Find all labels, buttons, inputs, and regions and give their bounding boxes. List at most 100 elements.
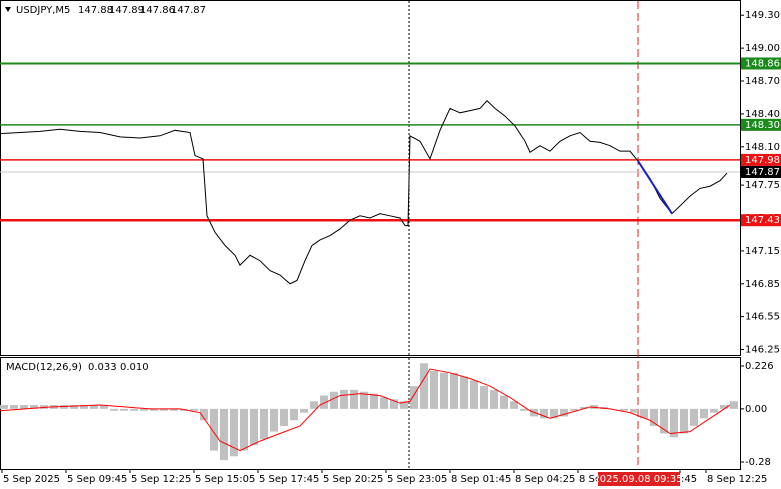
macd-bar <box>380 397 388 409</box>
y-tick-label: 149.30 <box>745 10 780 21</box>
signal-line <box>0 368 731 452</box>
macd-title: MACD(12,26,9) <box>6 362 82 373</box>
y-tick-label: -0.28 <box>745 457 771 468</box>
macd-bar <box>100 405 108 409</box>
level-label-box <box>741 57 781 70</box>
last-price-box <box>741 165 781 178</box>
macd-bar <box>260 408 268 440</box>
level-label-box <box>741 214 781 227</box>
macd-bar <box>160 408 168 411</box>
macd-bar <box>130 408 138 411</box>
macd-bar <box>360 391 368 409</box>
macd-bar <box>150 408 158 411</box>
crosshair-label: 2025.09.08 09:35 <box>593 474 682 485</box>
level-label: 148.86 <box>745 58 780 69</box>
macd-bar <box>420 363 428 409</box>
macd-bar <box>250 408 258 445</box>
level-label: 147.43 <box>745 215 780 226</box>
price-panel <box>0 0 741 356</box>
macd-bar <box>640 408 648 419</box>
macd-value: 0.010 <box>120 362 149 373</box>
macd-bar <box>390 399 398 409</box>
macd-bar <box>370 393 378 409</box>
macd-bar <box>720 405 728 409</box>
macd-bar <box>630 408 638 413</box>
macd-bar <box>310 401 318 409</box>
macd-bar <box>550 408 558 419</box>
macd-bar <box>570 408 578 411</box>
macd-bar <box>220 408 228 461</box>
macd-bar <box>470 380 478 409</box>
macd-bar <box>140 408 148 411</box>
price-line <box>637 160 673 215</box>
macd-bar <box>540 408 548 419</box>
macd-bar <box>200 408 208 421</box>
x-tick-label: 5 Sep 2025 <box>3 474 60 485</box>
price-line <box>0 100 728 285</box>
symbol-title: USDJPY,M5 <box>16 5 70 16</box>
macd-bar <box>0 405 8 409</box>
macd-bar <box>320 395 328 409</box>
y-tick-label: 146.55 <box>745 312 780 323</box>
crosshair-label-box <box>598 472 680 486</box>
macd-bar <box>650 408 658 426</box>
macd-bar <box>30 405 38 409</box>
macd-bar <box>560 408 568 417</box>
macd-bar <box>680 408 688 434</box>
ohlc-value: 147.89 <box>109 5 144 16</box>
macd-bar <box>290 408 298 421</box>
macd-bar <box>210 408 218 451</box>
macd-bar <box>460 376 468 409</box>
macd-bar <box>120 408 128 411</box>
y-tick-label: 0.226 <box>745 361 774 372</box>
macd-bar <box>110 408 118 411</box>
y-tick-label: 146.25 <box>745 345 780 356</box>
macd-bar <box>10 405 18 409</box>
macd-bar <box>190 408 198 411</box>
macd-bar <box>580 406 588 409</box>
macd-value: 0.033 <box>88 362 117 373</box>
y-tick-label: 148.10 <box>745 142 780 153</box>
macd-bar <box>170 408 178 411</box>
macd-bar <box>400 401 408 409</box>
macd-bar <box>500 395 508 409</box>
ohlc-value: 147.87 <box>171 5 206 16</box>
ohlc-value: 147.88 <box>78 5 113 16</box>
macd-bar <box>270 408 278 432</box>
level-label: 147.98 <box>745 155 780 166</box>
collapse-icon[interactable] <box>5 7 11 12</box>
macd-bar <box>230 408 238 457</box>
macd-bar <box>690 408 698 426</box>
level-label-box <box>741 118 781 131</box>
macd-bar <box>280 408 288 426</box>
macd-bar <box>700 408 708 419</box>
macd-bar <box>330 391 338 409</box>
macd-bar <box>440 372 448 409</box>
macd-panel <box>0 357 741 470</box>
macd-bar <box>490 389 498 409</box>
macd-bar <box>20 405 28 409</box>
macd-bar <box>410 386 418 409</box>
macd-bar <box>240 408 248 451</box>
level-label: 148.30 <box>745 120 780 131</box>
y-tick-label: 148.70 <box>745 76 780 87</box>
macd-bar <box>430 370 438 409</box>
y-tick-label: 149.00 <box>745 43 780 54</box>
macd-bar <box>350 389 358 409</box>
macd-bar <box>710 408 718 413</box>
macd-bar <box>60 405 68 409</box>
y-tick-label: 0.00 <box>745 404 767 415</box>
macd-bar <box>520 408 528 411</box>
macd-bar <box>340 389 348 409</box>
y-tick-label: 147.15 <box>745 246 780 257</box>
macd-bar <box>450 372 458 409</box>
macd-bar <box>80 405 88 409</box>
x-tick-label: 5 Sep 23:05 <box>387 474 447 485</box>
macd-bar <box>730 401 738 409</box>
y-tick-label: 147.75 <box>745 180 780 191</box>
x-tick-label: 5 Sep 15:05 <box>195 474 255 485</box>
y-tick-label: 148.40 <box>745 109 780 120</box>
macd-bar <box>300 408 308 413</box>
ohlc-value: 147.86 <box>140 5 175 16</box>
